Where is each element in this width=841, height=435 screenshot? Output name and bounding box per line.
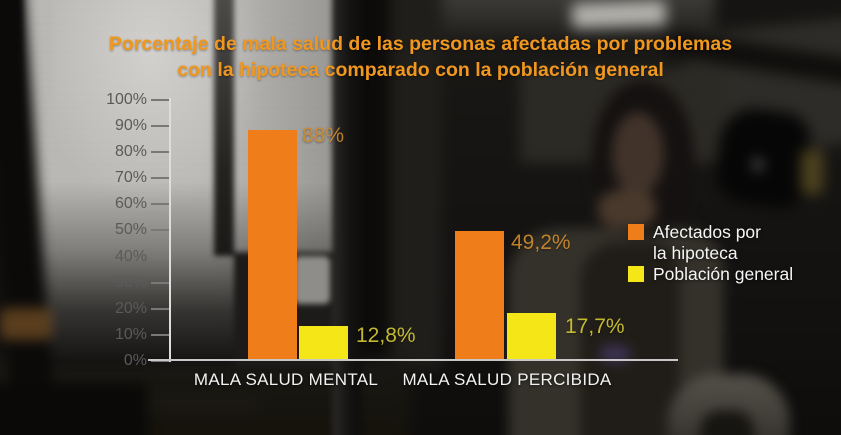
- y-tick-label-60: 60%: [114, 195, 147, 213]
- legend-item-poblacion: Población general: [628, 264, 793, 285]
- legend-swatch-afectados-icon: [628, 224, 644, 240]
- y-tick-label-10: 10%: [114, 325, 147, 343]
- bar-poblacion-mala-salud-mental: [299, 325, 348, 359]
- legend-label-afectados: Afectados por la hipoteca: [653, 222, 761, 264]
- y-tick-label-90: 90%: [114, 117, 147, 135]
- y-tick-mark: [151, 281, 170, 284]
- y-tick-label-0: 0%: [123, 351, 147, 369]
- y-tick-row: 80%: [84, 142, 170, 162]
- window-frame: [332, 0, 362, 435]
- y-tick-row: 40%: [84, 247, 170, 267]
- bottom-left-shadow: [0, 384, 147, 435]
- bar-poblacion-mala-salud-percibida: [507, 312, 556, 359]
- value-label-poblacion-mental: 12,8%: [356, 324, 416, 347]
- y-axis: 100% 90% 80% 70% 60% 50% 40% 30% 20% 10%…: [84, 90, 170, 371]
- value-label-afectados-mental: 88%: [302, 124, 345, 147]
- y-tick-mark: [151, 125, 170, 128]
- value-label-poblacion-percibida: 17,7%: [565, 315, 625, 338]
- y-tick-mark: [151, 333, 170, 336]
- category-label-mala-salud-mental: MALA SALUD MENTAL: [193, 370, 379, 389]
- wall-column: [390, 0, 442, 369]
- y-tick-label-80: 80%: [114, 143, 147, 161]
- y-tick-label-70: 70%: [114, 169, 147, 187]
- window-sill-highlight: [294, 256, 330, 304]
- y-tick-row: 50%: [84, 220, 170, 240]
- purple-wristband: [600, 346, 630, 362]
- y-tick-mark: [151, 255, 170, 258]
- y-tick-row: 10%: [84, 325, 170, 345]
- y-tick-mark: [151, 177, 170, 180]
- chair-back-opening: [700, 410, 754, 435]
- y-tick-label-30: 30%: [114, 273, 147, 291]
- y-tick-mark: [151, 99, 170, 101]
- chart-title-line-1: Porcentaje de mala salud de las personas…: [108, 33, 733, 55]
- legend-label-poblacion-line-1: Población general: [653, 264, 794, 284]
- y-tick-row: 20%: [84, 299, 170, 319]
- y-tick-row: 100%: [84, 90, 170, 110]
- category-label-mala-salud-percibida: MALA SALUD PERCIBIDA: [402, 370, 612, 389]
- person-neck: [598, 190, 656, 228]
- plot-area: [170, 99, 690, 359]
- chart-title: Porcentaje de mala salud de las personas…: [40, 31, 801, 83]
- y-tick-label-40: 40%: [114, 247, 147, 265]
- legend-swatch-poblacion-icon: [628, 266, 644, 282]
- y-tick-row: 60%: [84, 194, 170, 214]
- window-mullion: [214, 0, 234, 256]
- legend-item-afectados: Afectados por la hipoteca: [628, 222, 761, 264]
- y-tick-mark: [151, 203, 170, 206]
- y-tick-row: 90%: [84, 116, 170, 136]
- y-tick-label-100: 100%: [106, 91, 147, 108]
- legend-label-afectados-line-1: Afectados por: [653, 222, 761, 242]
- left-pole: [19, 250, 27, 355]
- y-tick-mark: [151, 229, 170, 232]
- y-tick-row: 70%: [84, 168, 170, 188]
- y-tick-label-20: 20%: [114, 299, 147, 317]
- y-tick-row: 30%: [84, 273, 170, 293]
- bar-afectados-mala-salud-mental: [248, 130, 297, 359]
- legend-label-afectados-line-2: la hipoteca: [653, 243, 738, 263]
- shelf-item: [801, 150, 823, 194]
- y-tick-mark: [151, 151, 170, 154]
- left-wood-object: [0, 308, 52, 340]
- highlight-speck: [755, 160, 761, 169]
- bar-afectados-mala-salud-percibida: [455, 231, 504, 359]
- x-axis-baseline: [148, 359, 678, 361]
- value-label-afectados-percibida: 49,2%: [511, 231, 571, 254]
- legend-label-poblacion: Población general: [653, 264, 793, 285]
- person-face: [612, 112, 664, 196]
- y-tick-label-50: 50%: [114, 221, 147, 239]
- y-tick-mark: [151, 307, 170, 310]
- radiator: [70, 400, 260, 407]
- chart-title-line-2: con la hipoteca comparado con la poblaci…: [177, 59, 664, 81]
- y-axis-line: [169, 98, 171, 362]
